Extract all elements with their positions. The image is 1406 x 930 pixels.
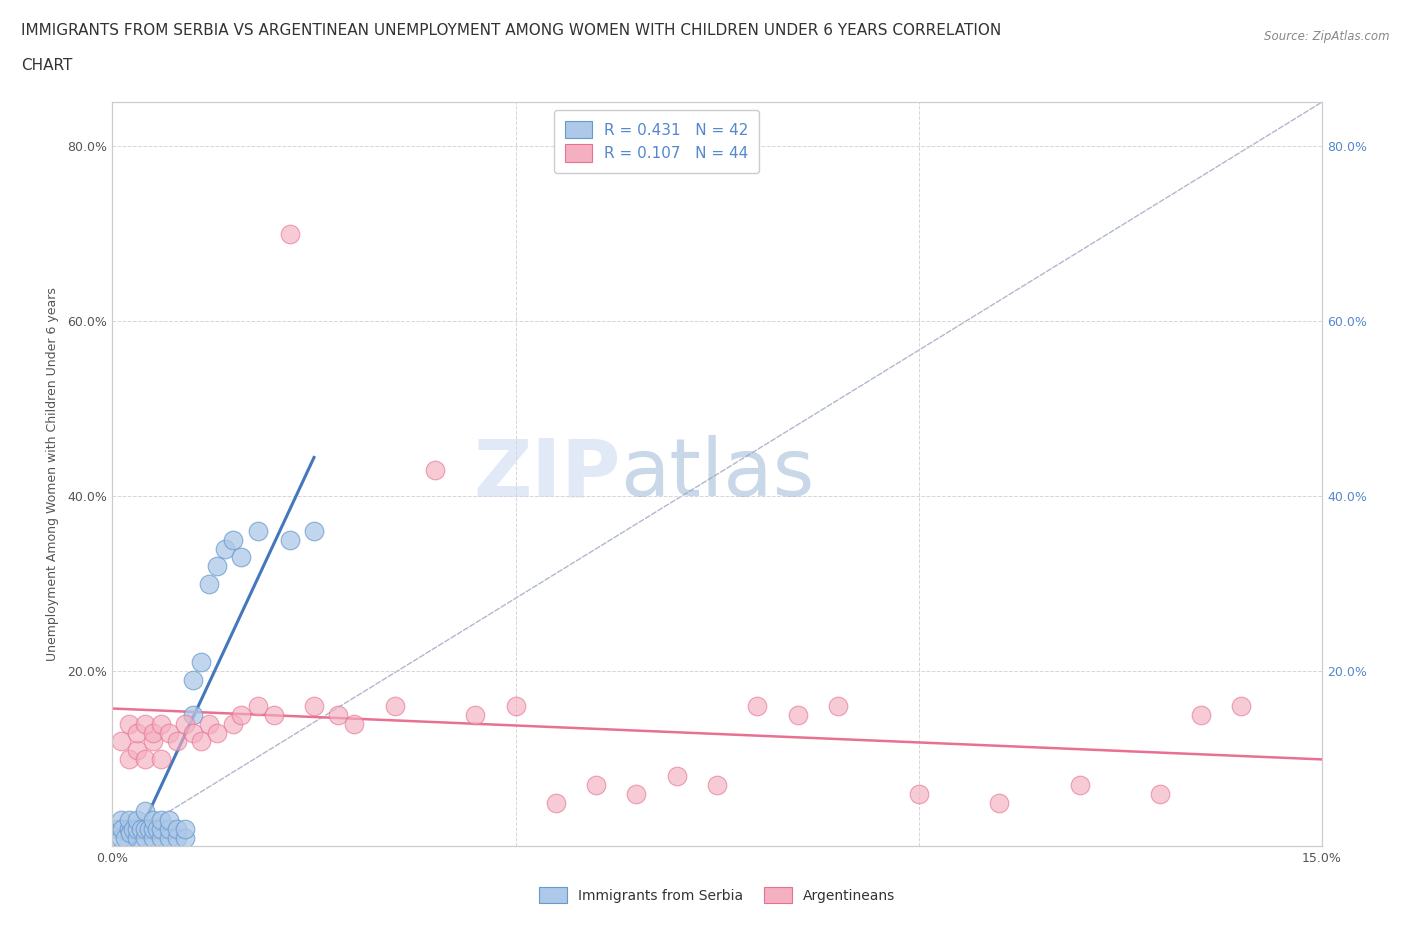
Point bbox=[1149, 787, 1171, 802]
Point bbox=[111, 821, 134, 836]
Point bbox=[134, 821, 156, 836]
Point bbox=[117, 813, 139, 828]
Point bbox=[149, 716, 172, 731]
Point bbox=[222, 716, 245, 731]
Point bbox=[149, 830, 172, 845]
Point bbox=[505, 698, 527, 713]
Point bbox=[142, 830, 165, 845]
Point bbox=[302, 524, 325, 538]
Point bbox=[181, 725, 204, 740]
Point bbox=[166, 734, 188, 749]
Y-axis label: Unemployment Among Women with Children Under 6 years: Unemployment Among Women with Children U… bbox=[45, 287, 59, 661]
Point bbox=[125, 725, 148, 740]
Point bbox=[214, 541, 236, 556]
Point bbox=[110, 830, 132, 845]
Point bbox=[384, 698, 406, 713]
Point bbox=[423, 462, 446, 477]
Point bbox=[110, 734, 132, 749]
Point bbox=[157, 725, 180, 740]
Point bbox=[120, 826, 142, 841]
Point bbox=[125, 813, 148, 828]
Point bbox=[174, 830, 197, 845]
Point bbox=[231, 550, 253, 565]
Point bbox=[464, 708, 486, 723]
Point bbox=[181, 672, 204, 687]
Point bbox=[988, 795, 1011, 810]
Text: ZIP: ZIP bbox=[472, 435, 620, 513]
Point bbox=[907, 787, 929, 802]
Point bbox=[585, 777, 607, 792]
Point bbox=[142, 725, 165, 740]
Point bbox=[747, 698, 769, 713]
Point bbox=[190, 734, 212, 749]
Point bbox=[134, 716, 156, 731]
Point bbox=[121, 821, 143, 836]
Point bbox=[207, 559, 229, 574]
Point bbox=[181, 708, 204, 723]
Point bbox=[827, 698, 849, 713]
Point bbox=[231, 708, 253, 723]
Point bbox=[263, 708, 285, 723]
Point bbox=[114, 830, 136, 845]
Text: CHART: CHART bbox=[21, 58, 73, 73]
Point bbox=[117, 716, 139, 731]
Point bbox=[157, 830, 180, 845]
Point bbox=[1230, 698, 1253, 713]
Point bbox=[198, 577, 221, 591]
Point bbox=[786, 708, 808, 723]
Point bbox=[302, 698, 325, 713]
Text: Source: ZipAtlas.com: Source: ZipAtlas.com bbox=[1264, 30, 1389, 43]
Point bbox=[117, 821, 139, 836]
Point bbox=[117, 751, 139, 766]
Point bbox=[149, 821, 172, 836]
Point bbox=[207, 725, 229, 740]
Point bbox=[544, 795, 567, 810]
Point bbox=[125, 830, 148, 845]
Point bbox=[278, 226, 301, 241]
Point bbox=[105, 821, 128, 836]
Point bbox=[134, 751, 156, 766]
Text: atlas: atlas bbox=[620, 435, 814, 513]
Point bbox=[626, 787, 648, 802]
Point bbox=[166, 830, 188, 845]
Point bbox=[125, 821, 148, 836]
Point bbox=[174, 716, 197, 731]
Point bbox=[125, 742, 148, 757]
Point bbox=[246, 698, 269, 713]
Point bbox=[149, 813, 172, 828]
Point bbox=[1069, 777, 1091, 792]
Point bbox=[134, 804, 156, 818]
Point bbox=[174, 821, 197, 836]
Point bbox=[222, 533, 245, 548]
Point bbox=[278, 533, 301, 548]
Point bbox=[110, 813, 132, 828]
Point bbox=[343, 716, 366, 731]
Point bbox=[142, 821, 165, 836]
Point bbox=[129, 821, 152, 836]
Point bbox=[706, 777, 728, 792]
Point bbox=[1189, 708, 1212, 723]
Point bbox=[146, 821, 169, 836]
Point bbox=[149, 751, 172, 766]
Point bbox=[134, 830, 156, 845]
Point bbox=[157, 821, 180, 836]
Point bbox=[166, 821, 188, 836]
Point bbox=[157, 813, 180, 828]
Point bbox=[142, 813, 165, 828]
Point bbox=[665, 769, 688, 784]
Text: IMMIGRANTS FROM SERBIA VS ARGENTINEAN UNEMPLOYMENT AMONG WOMEN WITH CHILDREN UND: IMMIGRANTS FROM SERBIA VS ARGENTINEAN UN… bbox=[21, 23, 1001, 38]
Point bbox=[138, 821, 160, 836]
Point bbox=[246, 524, 269, 538]
Point bbox=[190, 655, 212, 670]
Point bbox=[142, 734, 165, 749]
Point bbox=[198, 716, 221, 731]
Point bbox=[328, 708, 350, 723]
Legend: Immigrants from Serbia, Argentineans: Immigrants from Serbia, Argentineans bbox=[531, 880, 903, 910]
